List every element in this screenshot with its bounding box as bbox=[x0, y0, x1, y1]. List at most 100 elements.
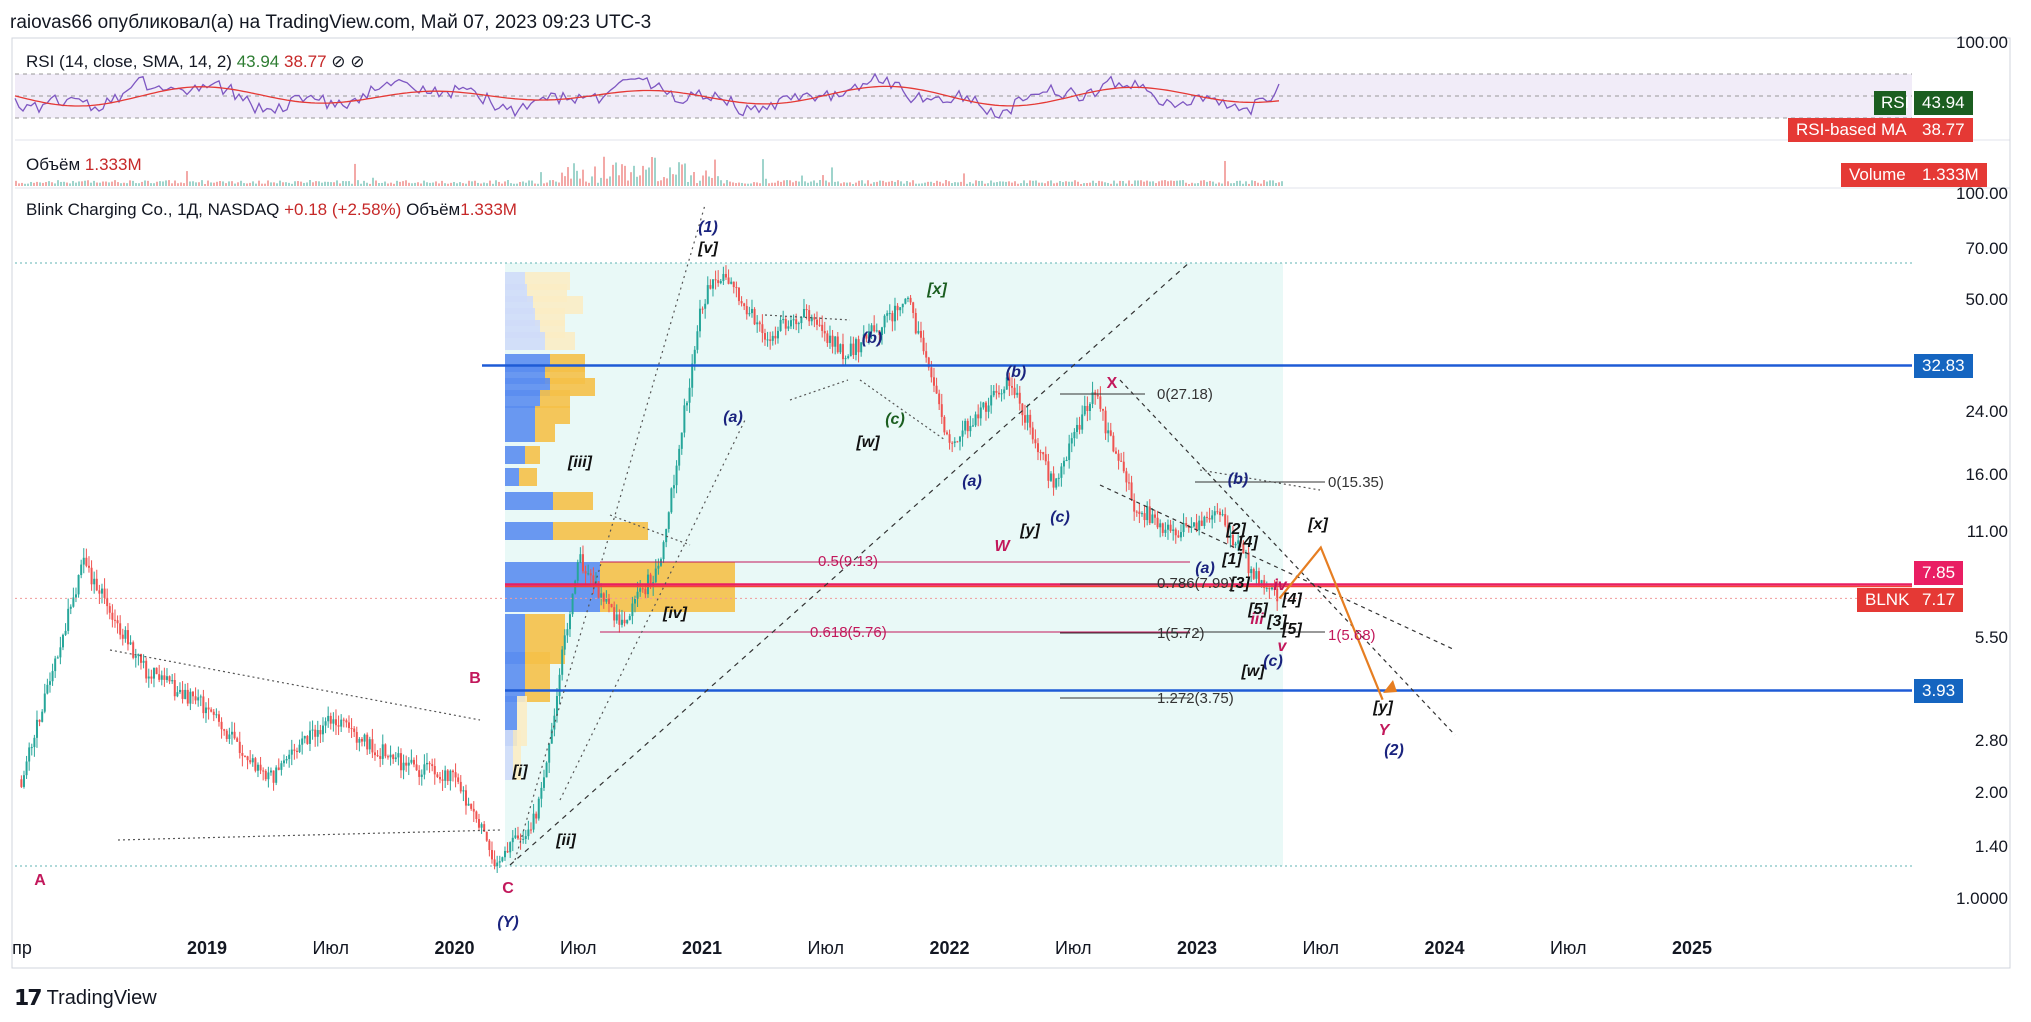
candle-body bbox=[441, 779, 444, 781]
candle-body bbox=[865, 334, 868, 339]
volume-bar bbox=[546, 182, 548, 186]
volume-bar bbox=[429, 182, 431, 186]
volume-bar bbox=[231, 181, 233, 186]
volume-bar bbox=[669, 167, 671, 186]
volume-bar bbox=[291, 183, 293, 186]
volume-bar bbox=[924, 182, 926, 186]
rsi-legend[interactable]: RSI (14, close, SMA, 14, 2) 43.94 38.77 … bbox=[26, 52, 365, 72]
candle-body bbox=[1159, 523, 1162, 528]
candle-body bbox=[620, 619, 623, 625]
hide-icon[interactable]: ⊘ bbox=[331, 52, 346, 71]
candle-body bbox=[1276, 588, 1279, 602]
candle-body bbox=[204, 707, 207, 714]
candle-body bbox=[316, 730, 319, 737]
volume-bar bbox=[1233, 183, 1235, 186]
candle-body bbox=[249, 760, 252, 763]
volume-bar bbox=[1164, 180, 1166, 186]
volume-bar bbox=[930, 181, 932, 186]
volume-bar bbox=[834, 181, 836, 186]
volume-bar bbox=[723, 183, 725, 186]
volume-profile-bar bbox=[545, 332, 575, 350]
candle-body bbox=[449, 770, 452, 782]
volume-legend[interactable]: Объём 1.333M bbox=[26, 155, 142, 175]
volume-bar bbox=[1212, 181, 1214, 186]
candle-body bbox=[867, 331, 870, 339]
volume-bar bbox=[783, 180, 785, 186]
volume-bar bbox=[1215, 183, 1217, 186]
volume-bar bbox=[1191, 182, 1193, 186]
candle-body bbox=[784, 319, 787, 329]
volume-bar bbox=[540, 172, 542, 186]
volume-bar bbox=[339, 183, 341, 186]
candle-body bbox=[540, 787, 543, 799]
volume-bar bbox=[567, 167, 569, 186]
candle-body bbox=[353, 728, 356, 732]
candle-body bbox=[714, 279, 717, 281]
candle-body bbox=[111, 612, 114, 620]
candle-body bbox=[48, 681, 51, 685]
candle-body bbox=[293, 749, 296, 751]
candle-body bbox=[516, 835, 519, 839]
volume-bar bbox=[375, 180, 377, 186]
wave-label: [i] bbox=[511, 763, 528, 780]
tradingview-logo-icon: 𝟭𝟳 bbox=[14, 985, 43, 1010]
candle-body bbox=[535, 813, 538, 819]
volume-bar bbox=[210, 182, 212, 186]
volume-bar bbox=[159, 181, 161, 186]
volume-bar bbox=[180, 182, 182, 186]
publication-header: raiovas66 опубликовал(а) на TradingView.… bbox=[10, 12, 652, 33]
wave-label: [1] bbox=[1221, 551, 1242, 568]
candle-body bbox=[163, 675, 166, 680]
volume-bar bbox=[294, 181, 296, 186]
candle-body bbox=[701, 308, 704, 310]
volume-bar bbox=[399, 181, 401, 186]
volume-bar bbox=[711, 177, 713, 186]
volume-bar bbox=[1281, 181, 1283, 186]
candle-body bbox=[529, 829, 532, 831]
volume-bar bbox=[1137, 180, 1139, 186]
candle-body bbox=[930, 367, 933, 378]
candle-body bbox=[571, 593, 574, 615]
symbol-legend[interactable]: Blink Charging Co., 1Д, NASDAQ +0.18 (+2… bbox=[26, 200, 517, 220]
volume-bar bbox=[72, 180, 74, 186]
volume-bar bbox=[1152, 181, 1154, 186]
candle-body bbox=[886, 313, 889, 316]
candle-body bbox=[69, 606, 72, 609]
candle-body bbox=[90, 567, 93, 585]
volume-bar bbox=[1038, 182, 1040, 186]
wave-label: [w] bbox=[855, 434, 880, 451]
candle-body bbox=[1208, 517, 1211, 520]
volume-bar bbox=[252, 181, 254, 186]
candle-body bbox=[98, 590, 101, 594]
volume-bar bbox=[1224, 160, 1226, 186]
candle-body bbox=[810, 317, 813, 322]
candle-body bbox=[64, 630, 67, 635]
volume-profile-bar bbox=[505, 730, 513, 780]
candle-body bbox=[1237, 540, 1240, 544]
volume-bar bbox=[570, 178, 572, 186]
volume-bar bbox=[27, 183, 29, 186]
volume-bar bbox=[123, 182, 125, 186]
volume-bar bbox=[843, 182, 845, 186]
volume-bar bbox=[819, 180, 821, 186]
candle-body bbox=[730, 281, 733, 284]
volume-bar bbox=[366, 182, 368, 186]
wave-label: (a) bbox=[962, 473, 982, 490]
volume-bar bbox=[423, 180, 425, 186]
tradingview-logo[interactable]: 𝟭𝟳 TradingView bbox=[14, 985, 157, 1011]
volume-bar bbox=[48, 181, 50, 186]
candle-body bbox=[914, 312, 917, 334]
wave-label: C bbox=[502, 880, 514, 897]
volume-bar bbox=[189, 181, 191, 186]
volume-bar bbox=[762, 159, 764, 186]
volume-profile-bar bbox=[505, 332, 545, 350]
volume-bar bbox=[60, 181, 62, 186]
candle-body bbox=[1226, 525, 1229, 538]
volume-profile-bar bbox=[505, 522, 553, 540]
volume-bar bbox=[1074, 180, 1076, 186]
volume-bar bbox=[945, 180, 947, 186]
hide-icon[interactable]: ⊘ bbox=[350, 52, 365, 71]
wave-label: (c) bbox=[1050, 509, 1070, 526]
candle-body bbox=[425, 762, 428, 765]
